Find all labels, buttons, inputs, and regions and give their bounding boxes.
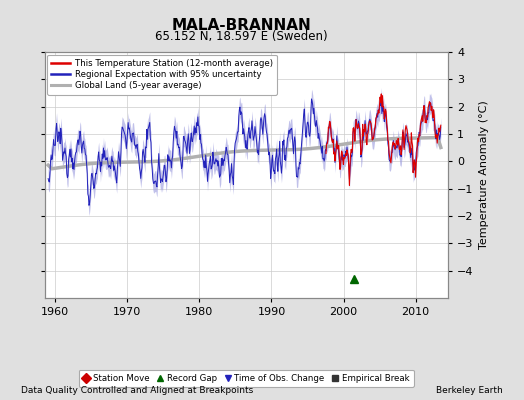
Legend: Station Move, Record Gap, Time of Obs. Change, Empirical Break: Station Move, Record Gap, Time of Obs. C…: [79, 370, 414, 387]
Text: Berkeley Earth: Berkeley Earth: [436, 386, 503, 395]
Y-axis label: Temperature Anomaly (°C): Temperature Anomaly (°C): [479, 101, 489, 249]
Text: MALA-BRANNAN: MALA-BRANNAN: [171, 18, 311, 33]
Text: Data Quality Controlled and Aligned at Breakpoints: Data Quality Controlled and Aligned at B…: [21, 386, 253, 395]
Text: 65.152 N, 18.597 E (Sweden): 65.152 N, 18.597 E (Sweden): [155, 30, 328, 43]
